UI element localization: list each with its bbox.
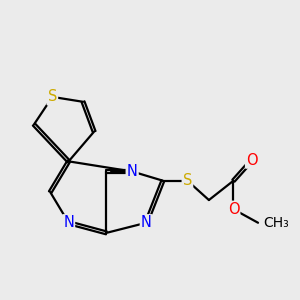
Text: N: N — [63, 215, 74, 230]
Text: O: O — [228, 202, 239, 217]
Text: S: S — [48, 89, 57, 104]
Text: O: O — [246, 153, 258, 168]
Text: N: N — [127, 164, 138, 179]
Text: S: S — [183, 173, 192, 188]
Text: CH₃: CH₃ — [263, 216, 289, 230]
Text: N: N — [141, 215, 152, 230]
